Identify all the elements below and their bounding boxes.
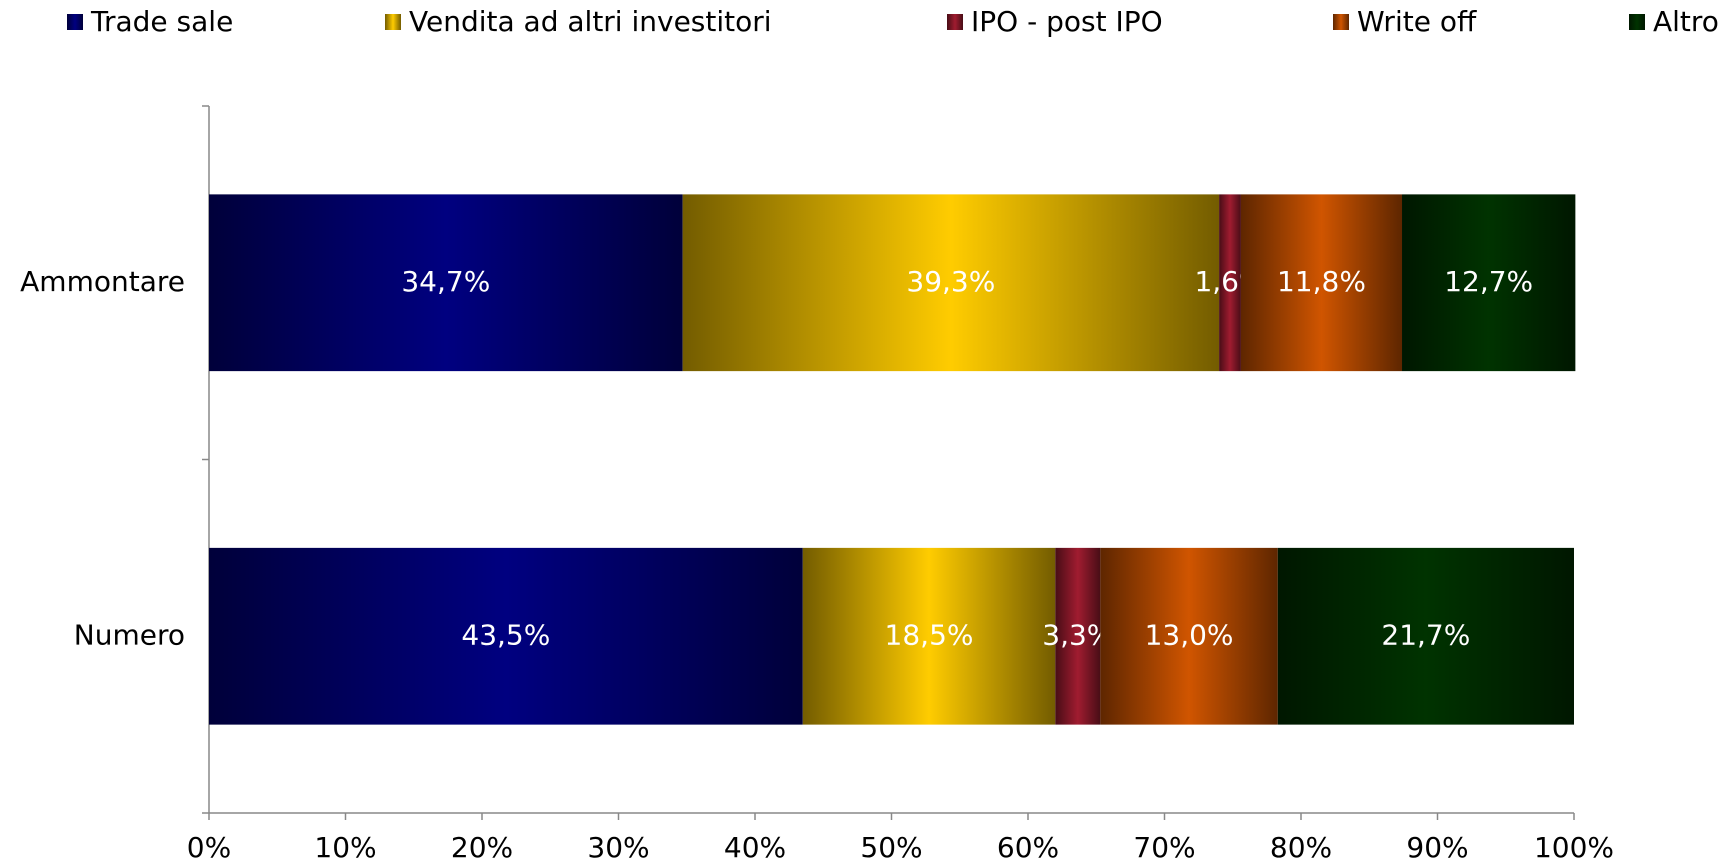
legend-swatch bbox=[947, 14, 963, 30]
bar-segment bbox=[1277, 547, 1574, 725]
bar-segment bbox=[1100, 547, 1278, 725]
bar-segment bbox=[1219, 194, 1241, 372]
x-tick-label: 40% bbox=[724, 831, 786, 864]
legend-swatch bbox=[385, 14, 401, 30]
legend-swatch bbox=[1629, 14, 1645, 30]
bar-segment bbox=[682, 194, 1220, 372]
legend-label: Trade sale bbox=[90, 5, 233, 38]
value-label: 12,7% bbox=[1444, 265, 1533, 298]
value-label: 13,0% bbox=[1145, 618, 1234, 651]
bar-segment bbox=[802, 547, 1056, 725]
legend-label: Write off bbox=[1357, 5, 1477, 38]
value-label: 43,5% bbox=[461, 618, 550, 651]
bar-segment bbox=[209, 194, 683, 372]
x-tick-label: 0% bbox=[187, 831, 231, 864]
x-tick-label: 80% bbox=[1270, 831, 1332, 864]
category-label: Ammontare bbox=[20, 265, 185, 298]
bar-segment bbox=[1055, 547, 1101, 725]
bar-segment bbox=[209, 547, 803, 725]
x-tick-label: 30% bbox=[587, 831, 649, 864]
legend-label: IPO - post IPO bbox=[971, 5, 1163, 38]
bar-segment bbox=[1402, 194, 1576, 372]
x-tick-label: 20% bbox=[451, 831, 513, 864]
category-label: Numero bbox=[74, 618, 185, 651]
x-tick-label: 90% bbox=[1406, 831, 1468, 864]
x-tick-label: 10% bbox=[314, 831, 376, 864]
value-label: 34,7% bbox=[401, 265, 490, 298]
value-label: 11,8% bbox=[1277, 265, 1366, 298]
x-tick-label: 60% bbox=[997, 831, 1059, 864]
x-tick-label: 70% bbox=[1133, 831, 1195, 864]
x-tick-label: 100% bbox=[1534, 831, 1614, 864]
value-label: 21,7% bbox=[1381, 618, 1470, 651]
x-tick-label: 50% bbox=[860, 831, 922, 864]
legend-swatch bbox=[1333, 14, 1349, 30]
value-label: 39,3% bbox=[906, 265, 995, 298]
bar-segment bbox=[1240, 194, 1403, 372]
legend-label: Altro bbox=[1653, 5, 1719, 38]
legend-label: Vendita ad altri investitori bbox=[409, 5, 772, 38]
value-label: 18,5% bbox=[885, 618, 974, 651]
legend-swatch bbox=[67, 14, 83, 30]
